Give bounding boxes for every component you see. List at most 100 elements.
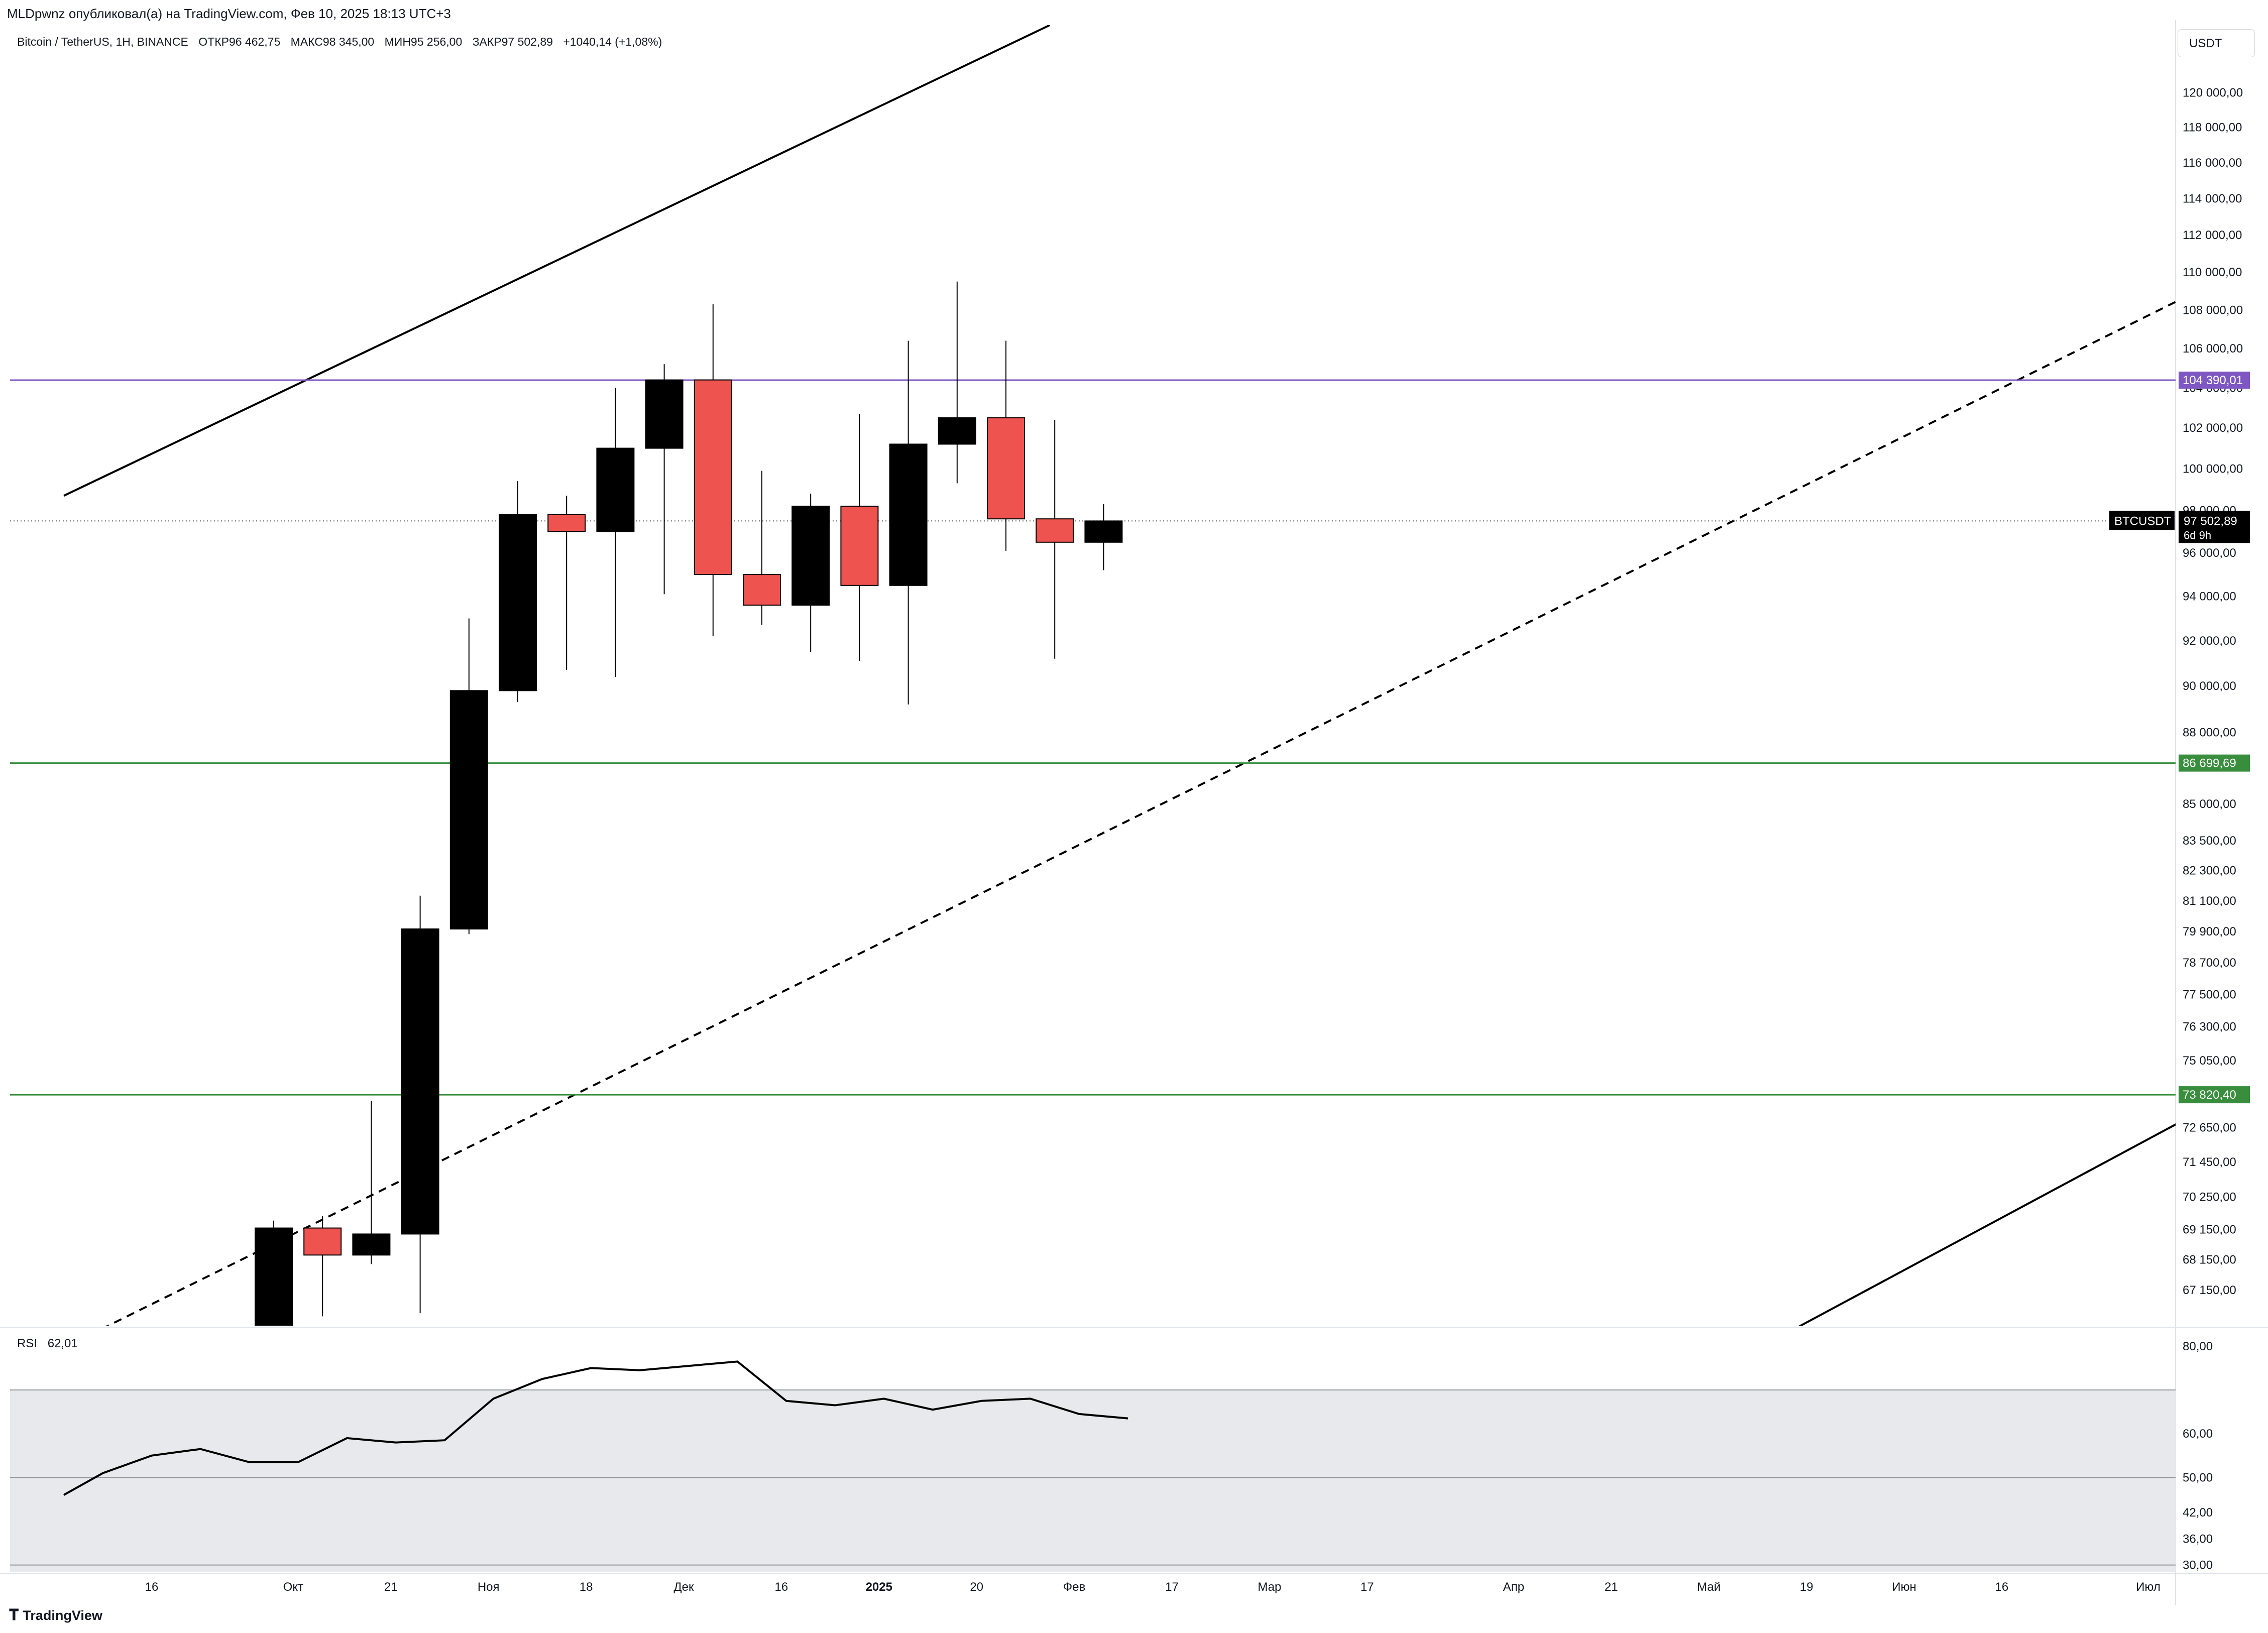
dashed-trendline	[105, 300, 2176, 1326]
rsi-tick-label: 36,00	[2183, 1532, 2213, 1546]
price-tick-label: 120 000,00	[2183, 86, 2243, 100]
time-tick-label: 2025	[866, 1580, 892, 1594]
price-tick-label: 71 450,00	[2183, 1155, 2236, 1169]
candle-body	[645, 379, 684, 449]
price-tick-label: 77 500,00	[2183, 988, 2236, 1001]
symbol-legend: Bitcoin / TetherUS, 1H, BINANCE ОТКР96 4…	[17, 35, 669, 49]
price-tick-label: 78 700,00	[2183, 956, 2236, 970]
low-value: МИН95 256,00	[384, 35, 463, 48]
price-tick-label: 76 300,00	[2183, 1020, 2236, 1033]
price-tick-label: 94 000,00	[2183, 590, 2236, 604]
price-tick-label: 96 000,00	[2183, 546, 2236, 560]
currency-button[interactable]: USDT	[2178, 29, 2255, 57]
candle-body	[938, 417, 976, 445]
rsi-tick-label: 80,00	[2183, 1340, 2213, 1353]
time-tick-label: 20	[970, 1580, 983, 1594]
price-tick-label: 82 300,00	[2183, 864, 2236, 878]
time-tick-label: Апр	[1503, 1580, 1524, 1594]
change-value: +1040,14 (+1,08%)	[563, 35, 662, 48]
time-tick-label: Май	[1697, 1580, 1721, 1594]
brand-label: TradingView	[23, 1607, 102, 1623]
time-tick-label: 17	[1360, 1580, 1374, 1594]
price-tick-label: 68 150,00	[2183, 1253, 2236, 1266]
price-tick-label: 72 650,00	[2183, 1121, 2236, 1135]
time-tick-label: 17	[1165, 1580, 1179, 1594]
close-value: ЗАКР97 502,89	[472, 35, 553, 48]
time-tick-label: Ноя	[478, 1580, 500, 1594]
rsi-tick-label: 50,00	[2183, 1471, 2213, 1484]
time-tick-label: Июл	[2136, 1580, 2161, 1594]
high-value: МАКС98 345,00	[290, 35, 375, 48]
price-tick-label: 100 000,00	[2183, 462, 2243, 476]
candle-body	[1036, 518, 1074, 543]
countdown-label: 6d 9h	[2184, 529, 2211, 541]
time-tick-label: 19	[1800, 1580, 1813, 1594]
rsi-background-band	[10, 1390, 2176, 1572]
rsi-tick-label: 30,00	[2183, 1559, 2213, 1572]
price-tick-label: 85 000,00	[2183, 797, 2236, 811]
time-tick-label: 21	[1605, 1580, 1618, 1594]
time-tick-label: Мар	[1258, 1580, 1281, 1594]
candle-body	[743, 574, 781, 606]
candle-body	[449, 690, 488, 929]
level-price-tag	[2179, 754, 2250, 772]
price-tick-label: 102 000,00	[2183, 421, 2243, 435]
price-tick-label: 110 000,00	[2183, 266, 2242, 279]
rsi-line	[63, 1360, 1128, 1496]
level-price-label: 73 820,40	[2183, 1088, 2236, 1102]
price-tick-label: 112 000,00	[2183, 228, 2242, 242]
candle-body	[694, 379, 732, 575]
tradingview-logo[interactable]: 𝐓 TradingView	[9, 1607, 102, 1624]
level-price-label: 86 699,69	[2183, 757, 2236, 770]
price-tick-label: 69 150,00	[2183, 1223, 2236, 1237]
rsi-tick-label: 42,00	[2183, 1506, 2213, 1520]
candle-body	[791, 506, 830, 606]
time-tick-label: Июн	[1892, 1580, 1916, 1594]
time-tick-label: Окт	[283, 1580, 303, 1594]
open-value: ОТКР96 462,75	[198, 35, 281, 48]
time-tick-label: 16	[775, 1580, 788, 1594]
candle-body	[987, 417, 1025, 520]
price-tick-label: 114 000,00	[2183, 192, 2242, 205]
time-tick-label: Дек	[673, 1580, 694, 1594]
candle-body	[303, 1227, 342, 1256]
price-tick-label: 83 500,00	[2183, 834, 2236, 848]
price-tick-label: 81 100,00	[2183, 894, 2236, 908]
symbol-title[interactable]: Bitcoin / TetherUS, 1H, BINANCE	[17, 35, 188, 48]
time-tick-label: 16	[145, 1580, 159, 1594]
publisher-caption: MLDpwnz опубликовал(а) на TradingView.co…	[7, 6, 451, 21]
time-tick-label: 16	[1995, 1580, 2009, 1594]
candle-body	[1084, 520, 1123, 543]
symbol-tag-label: BTCUSDT	[2114, 514, 2172, 528]
candle-body	[840, 506, 879, 586]
candle-body	[401, 928, 439, 1235]
trendline	[63, 25, 1051, 497]
level-price-tag	[2179, 372, 2250, 389]
price-tick-label: 75 050,00	[2183, 1054, 2236, 1068]
price-tick-label: 108 000,00	[2183, 303, 2243, 317]
current-price-tag	[2179, 511, 2250, 543]
candle-body	[499, 514, 537, 691]
rsi-current-value: 62,01	[47, 1337, 78, 1350]
price-tick-label: 116 000,00	[2183, 156, 2242, 170]
candle-body	[596, 447, 635, 532]
trendline	[1798, 1123, 2176, 1326]
candle-body	[889, 443, 928, 586]
level-price-tag	[2179, 1086, 2250, 1104]
rsi-legend: RSI 62,01	[17, 1337, 85, 1351]
price-tick-label: 88 000,00	[2183, 726, 2236, 739]
price-tick-label: 79 900,00	[2183, 925, 2236, 939]
candle-body	[255, 1227, 293, 1326]
candle-body	[352, 1233, 391, 1256]
candle-body	[547, 514, 586, 532]
tradingview-icon: 𝐓	[9, 1607, 19, 1623]
time-tick-label: Фев	[1063, 1580, 1085, 1594]
price-tick-label: 92 000,00	[2183, 634, 2236, 648]
rsi-tick-label: 60,00	[2183, 1427, 2213, 1441]
price-tick-label: 70 250,00	[2183, 1191, 2236, 1204]
rsi-title[interactable]: RSI	[17, 1337, 38, 1350]
price-tick-label: 106 000,00	[2183, 342, 2243, 356]
price-tick-label: 67 150,00	[2183, 1284, 2236, 1297]
symbol-price-tag	[2109, 511, 2175, 530]
